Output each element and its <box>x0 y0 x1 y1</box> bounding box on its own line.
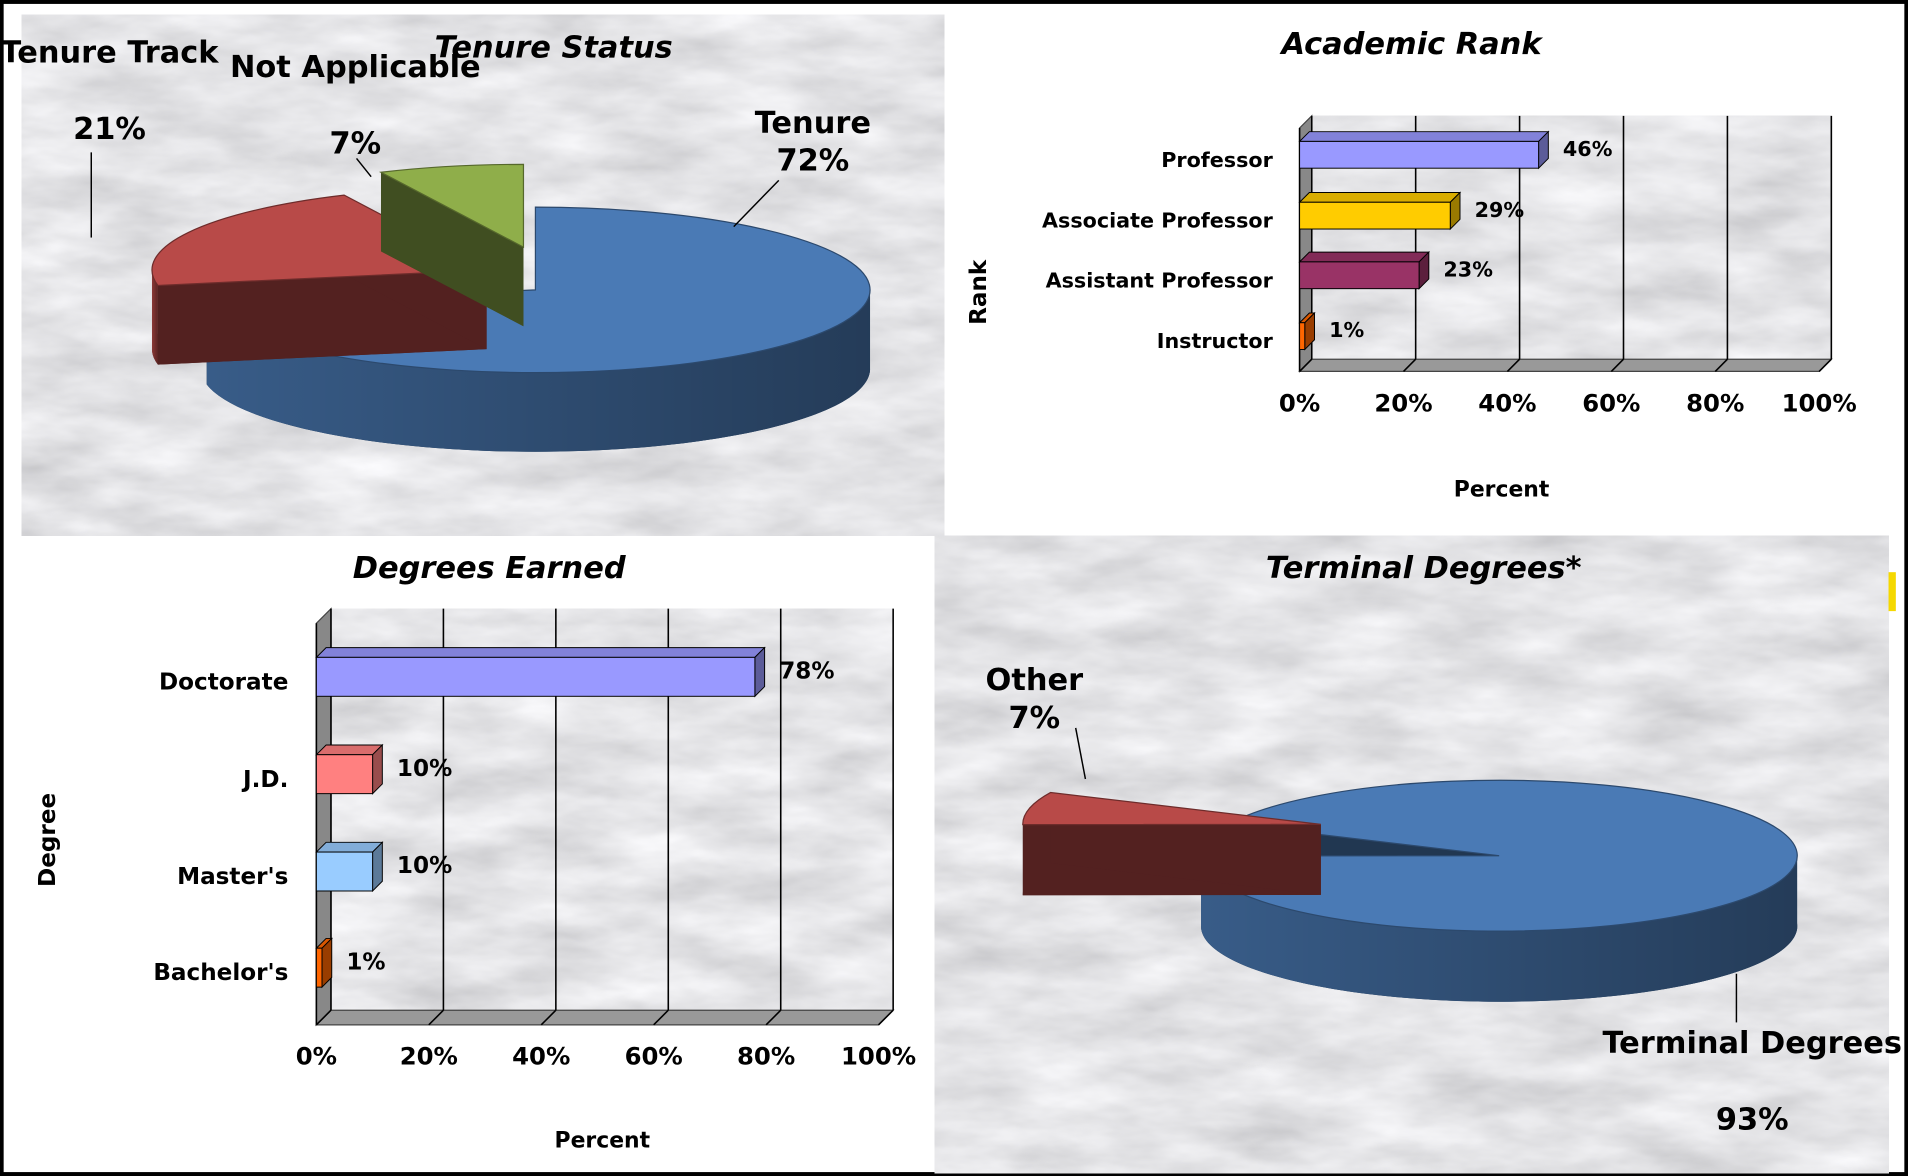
plot-floor <box>1298 358 1833 373</box>
slice-label: Other <box>985 663 1083 698</box>
slice-side-shade <box>1201 855 1798 1002</box>
plot-floor <box>314 1009 895 1026</box>
bar <box>1299 261 1420 290</box>
slice <box>151 194 489 287</box>
bar <box>315 754 374 795</box>
slice-label: Tenure Track <box>1 35 220 70</box>
y-axis-label: Rank <box>966 259 992 325</box>
y-tick-label: Bachelor's <box>153 960 288 986</box>
y-tick-label: J.D. <box>241 767 288 793</box>
slice-side-shade <box>206 290 871 452</box>
leader-line <box>733 179 780 228</box>
slice-value-label: 7% <box>1008 701 1060 736</box>
slice-label: Not Applicable <box>230 50 481 85</box>
bar-value-label: 23% <box>1443 257 1493 281</box>
bar-value-label: 29% <box>1475 198 1525 222</box>
x-tick-label: 40% <box>512 1042 570 1071</box>
slice <box>1022 791 1321 826</box>
slice-value-label: 72% <box>776 144 849 179</box>
y-tick-label: Associate Professor <box>1042 209 1274 233</box>
bar-top <box>315 841 384 853</box>
x-tick-label: 40% <box>1478 388 1536 417</box>
grid-line <box>653 1009 669 1026</box>
x-tick-label: 80% <box>737 1042 795 1071</box>
bar-value-label: 78% <box>779 658 834 684</box>
slice-label: Tenure <box>755 106 871 141</box>
slice <box>1200 779 1798 932</box>
y-tick-label: Doctorate <box>159 669 288 695</box>
slice-side-shade <box>151 270 158 365</box>
chart-title: Terminal Degrees* <box>1266 551 1582 586</box>
slice-wall <box>380 172 524 327</box>
bar <box>315 656 756 697</box>
bar <box>315 851 374 892</box>
x-tick-label: 0% <box>1279 388 1320 417</box>
x-tick-label: 80% <box>1686 388 1744 417</box>
grid-line <box>315 1009 332 1026</box>
slice-value-label: 21% <box>73 112 146 147</box>
bar <box>1299 140 1540 169</box>
bar <box>1299 322 1306 350</box>
slice-label: Terminal Degrees <box>1602 1026 1902 1061</box>
grid-line <box>428 1009 444 1026</box>
bar-value-label: 10% <box>397 756 452 782</box>
bar <box>1299 201 1451 230</box>
x-tick-label: 20% <box>400 1042 458 1071</box>
grid-line <box>877 1009 894 1026</box>
grid-line <box>540 1009 557 1026</box>
x-tick-label: 0% <box>296 1042 337 1071</box>
y-tick-label: Instructor <box>1157 329 1274 353</box>
x-tick-label: 20% <box>1374 388 1432 417</box>
y-tick-label: Assistant Professor <box>1046 268 1274 292</box>
y-axis-label: Degree <box>35 793 61 887</box>
x-tick-label: 100% <box>841 1042 916 1071</box>
bar-top <box>315 647 766 658</box>
grid-line <box>1506 358 1521 372</box>
grid-line <box>1610 358 1625 372</box>
bar <box>315 947 323 988</box>
x-axis-label: Percent <box>555 1129 651 1154</box>
bar-value-label: 1% <box>1329 318 1364 342</box>
x-tick-label: 100% <box>1782 388 1857 417</box>
bar-top <box>1298 131 1550 142</box>
grid-line <box>1714 358 1728 372</box>
marker <box>1888 572 1896 612</box>
bar-top <box>1298 192 1462 203</box>
grid-line <box>1402 358 1417 372</box>
bar-value-label: 1% <box>346 949 385 975</box>
chart-title: Tenure Status <box>435 30 673 65</box>
y-tick-label: Professor <box>1161 148 1273 172</box>
bar-value-label: 46% <box>1563 137 1613 161</box>
chart-title: Academic Rank <box>1280 27 1544 62</box>
grid-line <box>1299 358 1313 372</box>
leader-line <box>1074 727 1087 780</box>
x-tick-label: 60% <box>625 1042 683 1071</box>
bar-top <box>1298 251 1430 263</box>
grid-line <box>765 1009 782 1026</box>
bar-top <box>315 744 384 756</box>
leader-line <box>355 158 372 178</box>
slice-value-label: 93% <box>1716 1102 1789 1137</box>
slice <box>378 163 525 249</box>
chart-title: Degrees Earned <box>353 551 627 586</box>
x-tick-label: 60% <box>1582 388 1640 417</box>
x-axis-label: Percent <box>1454 478 1550 503</box>
y-tick-label: Master's <box>177 864 288 890</box>
bar-value-label: 10% <box>397 853 452 879</box>
grid-line <box>1818 358 1832 372</box>
slice-value-label: 7% <box>330 127 382 162</box>
